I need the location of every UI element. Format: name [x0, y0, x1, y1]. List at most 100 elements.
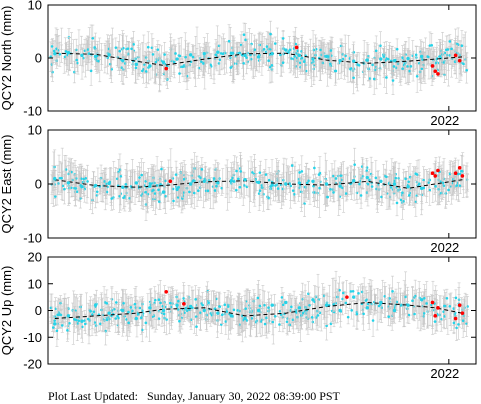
noise-point — [334, 177, 338, 180]
noise-point — [317, 173, 321, 176]
noise-point — [304, 69, 308, 73]
noise-point — [328, 62, 332, 66]
series-2 — [164, 45, 462, 76]
data-point — [365, 58, 370, 62]
data-point — [121, 58, 125, 63]
noise-point — [453, 60, 457, 63]
noise-point — [392, 65, 396, 68]
noise-point — [422, 178, 425, 182]
noise-point — [239, 43, 243, 47]
noise-point — [191, 55, 195, 59]
noise-point — [456, 172, 460, 176]
noise-point — [270, 64, 274, 67]
noise-point — [249, 53, 252, 57]
noise-point — [292, 192, 296, 196]
noise-point — [332, 191, 335, 194]
noise-point — [353, 163, 356, 166]
noise-point — [182, 178, 186, 181]
noise-point — [273, 42, 277, 45]
noise-point — [197, 66, 201, 70]
noise-point — [64, 50, 68, 53]
noise-point — [153, 192, 157, 195]
noise-point — [63, 187, 66, 191]
chart-panel-1: -10 0 10 2022 QCY2 North (mm) — [0, 0, 477, 128]
noise-point — [298, 61, 302, 65]
noise-point — [89, 69, 93, 73]
data-point — [365, 175, 370, 180]
noise-point — [374, 176, 378, 180]
noise-point — [428, 188, 432, 192]
noise-point — [267, 178, 271, 182]
noise-point — [380, 195, 383, 199]
data-point — [379, 57, 383, 61]
noise-point — [359, 194, 363, 197]
data-point — [107, 181, 111, 186]
data-point — [175, 187, 179, 192]
noise-point — [300, 56, 304, 60]
data-point — [324, 182, 329, 186]
noise-point — [418, 182, 421, 186]
noise-cloud — [50, 147, 470, 221]
outlier-point — [294, 45, 299, 50]
noise-point — [402, 199, 405, 203]
noise-point — [83, 187, 87, 191]
noise-point — [389, 186, 393, 189]
noise-point — [53, 195, 57, 198]
data-point — [392, 58, 397, 63]
noise-point — [428, 44, 432, 47]
data-point — [53, 52, 57, 56]
noise-point — [196, 189, 200, 193]
noise-point — [438, 55, 441, 58]
data-point — [188, 182, 193, 186]
noise-point — [318, 186, 321, 190]
data-point — [352, 59, 356, 63]
noise-point — [75, 190, 79, 193]
noise-point — [385, 175, 388, 179]
noise-point — [455, 184, 458, 187]
noise-point — [177, 186, 181, 189]
noise-point — [242, 33, 246, 37]
noise-point — [268, 65, 272, 69]
noise-point — [421, 58, 424, 61]
data-point — [379, 179, 383, 183]
noise-point — [291, 189, 295, 192]
noise-point — [265, 45, 269, 48]
noise-point — [258, 171, 262, 174]
noise-point — [374, 187, 378, 191]
noise-point — [404, 177, 407, 181]
noise-point — [415, 173, 419, 176]
noise-point — [79, 197, 82, 200]
noise-point — [138, 176, 141, 179]
noise-point — [220, 186, 224, 190]
noise-point — [231, 176, 234, 180]
noise-point — [395, 47, 399, 51]
noise-point — [91, 36, 95, 40]
outlier-point — [436, 72, 440, 76]
noise-point — [219, 52, 223, 55]
data-point — [243, 177, 247, 182]
noise-point — [172, 199, 175, 203]
data-point — [229, 51, 234, 55]
noise-point — [163, 53, 166, 56]
noise-point — [119, 174, 123, 178]
noise-point — [442, 61, 446, 64]
noise-point — [154, 60, 158, 64]
noise-point — [184, 55, 187, 59]
noise-point — [269, 32, 272, 36]
noise-point — [349, 67, 352, 71]
data-point — [66, 51, 71, 55]
noise-point — [152, 188, 155, 192]
model-trend-line — [54, 52, 463, 66]
noise-point — [293, 55, 296, 58]
noise-point — [462, 62, 465, 66]
noise-point — [93, 46, 96, 49]
noise-point — [124, 183, 128, 186]
data-point — [121, 185, 125, 189]
noise-point — [114, 46, 118, 49]
noise-point — [365, 169, 369, 172]
noise-point — [312, 60, 315, 63]
noise-point — [312, 184, 315, 188]
noise-point — [132, 43, 135, 46]
noise-point — [235, 188, 238, 192]
outlier-point — [433, 174, 438, 178]
